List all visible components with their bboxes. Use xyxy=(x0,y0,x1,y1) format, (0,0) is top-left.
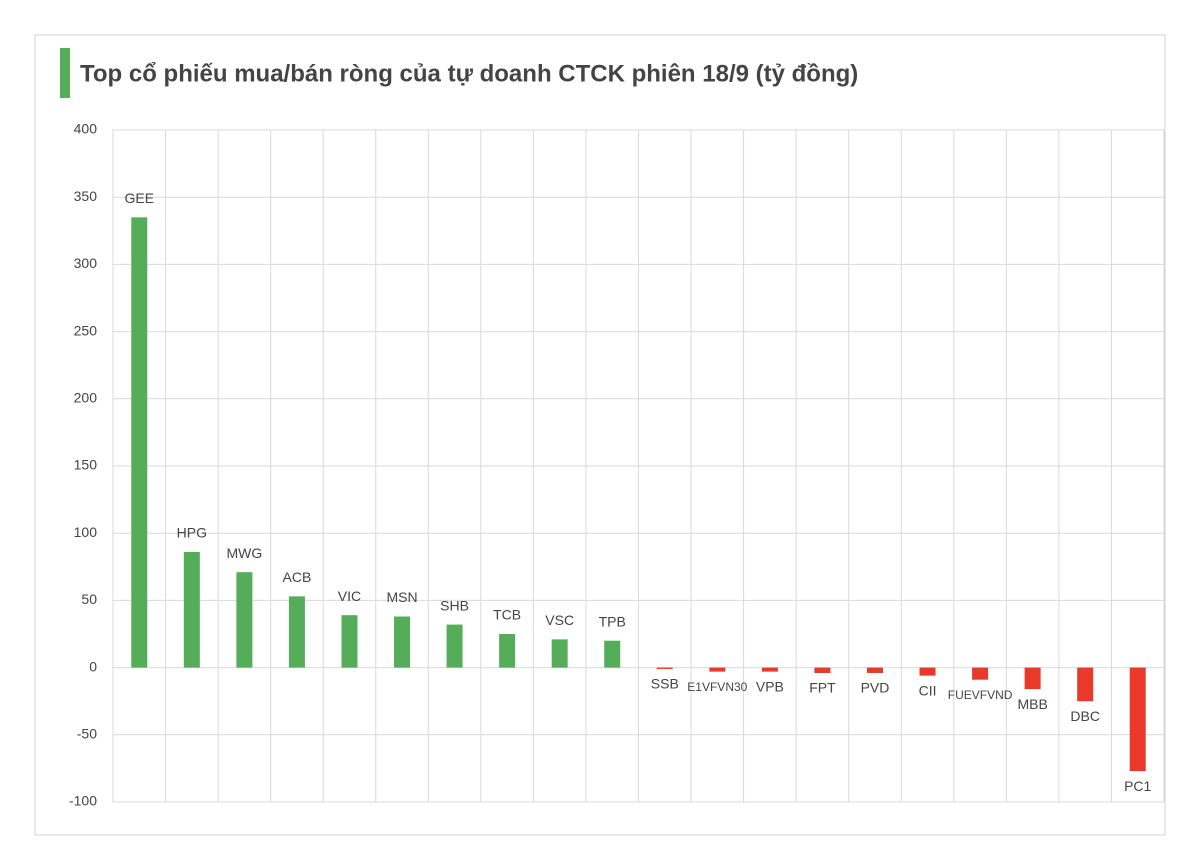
bar xyxy=(236,572,253,668)
bar xyxy=(551,639,568,668)
bar xyxy=(446,624,463,668)
y-tick-label: 350 xyxy=(74,188,98,204)
category-label: CII xyxy=(919,682,937,698)
category-label: PVD xyxy=(861,680,890,696)
category-label: MBB xyxy=(1017,696,1047,712)
bar xyxy=(341,615,358,668)
y-tick-label: 400 xyxy=(74,121,98,137)
bar xyxy=(499,634,516,668)
category-label: FPT xyxy=(809,680,836,696)
category-label: MSN xyxy=(386,589,417,605)
bar xyxy=(709,667,726,672)
title-accent xyxy=(60,48,70,98)
category-label: DBC xyxy=(1070,708,1100,724)
category-label: VIC xyxy=(338,588,361,604)
category-label: FUEVFVND xyxy=(948,688,1013,702)
category-label: VSC xyxy=(545,612,574,628)
category-label: TCB xyxy=(493,607,521,623)
bar xyxy=(814,667,831,673)
bar xyxy=(183,552,200,668)
bar xyxy=(656,667,673,669)
y-tick-label: 250 xyxy=(74,322,98,338)
chart-title: Top cổ phiếu mua/bán ròng của tự doanh C… xyxy=(80,60,858,87)
y-tick-label: 0 xyxy=(89,658,97,674)
category-label: GEE xyxy=(124,190,154,206)
category-label: PC1 xyxy=(1124,778,1151,794)
y-tick-label: 100 xyxy=(74,524,98,540)
y-tick-label: -100 xyxy=(69,793,97,809)
bar xyxy=(1129,667,1146,772)
category-label: TPB xyxy=(599,613,626,629)
y-tick-label: 200 xyxy=(74,390,98,406)
bar xyxy=(288,596,305,668)
bar xyxy=(394,616,411,668)
bar xyxy=(866,667,883,673)
category-label: MWG xyxy=(226,545,262,561)
chart-frame xyxy=(34,34,1166,836)
category-label: SSB xyxy=(651,676,679,692)
category-label: HPG xyxy=(177,525,207,541)
bar xyxy=(761,667,778,672)
bar xyxy=(972,667,989,680)
bar xyxy=(131,217,148,668)
category-label: SHB xyxy=(440,597,469,613)
bar xyxy=(604,640,621,668)
y-tick-label: 50 xyxy=(81,591,97,607)
y-tick-label: -50 xyxy=(77,726,97,742)
category-label: VPB xyxy=(756,678,784,694)
bar xyxy=(1077,667,1094,702)
y-tick-label: 300 xyxy=(74,255,98,271)
bar xyxy=(919,667,936,676)
y-tick-label: 150 xyxy=(74,457,98,473)
category-label: ACB xyxy=(283,569,312,585)
bar xyxy=(1024,667,1041,690)
category-label: E1VFVN30 xyxy=(687,680,747,694)
